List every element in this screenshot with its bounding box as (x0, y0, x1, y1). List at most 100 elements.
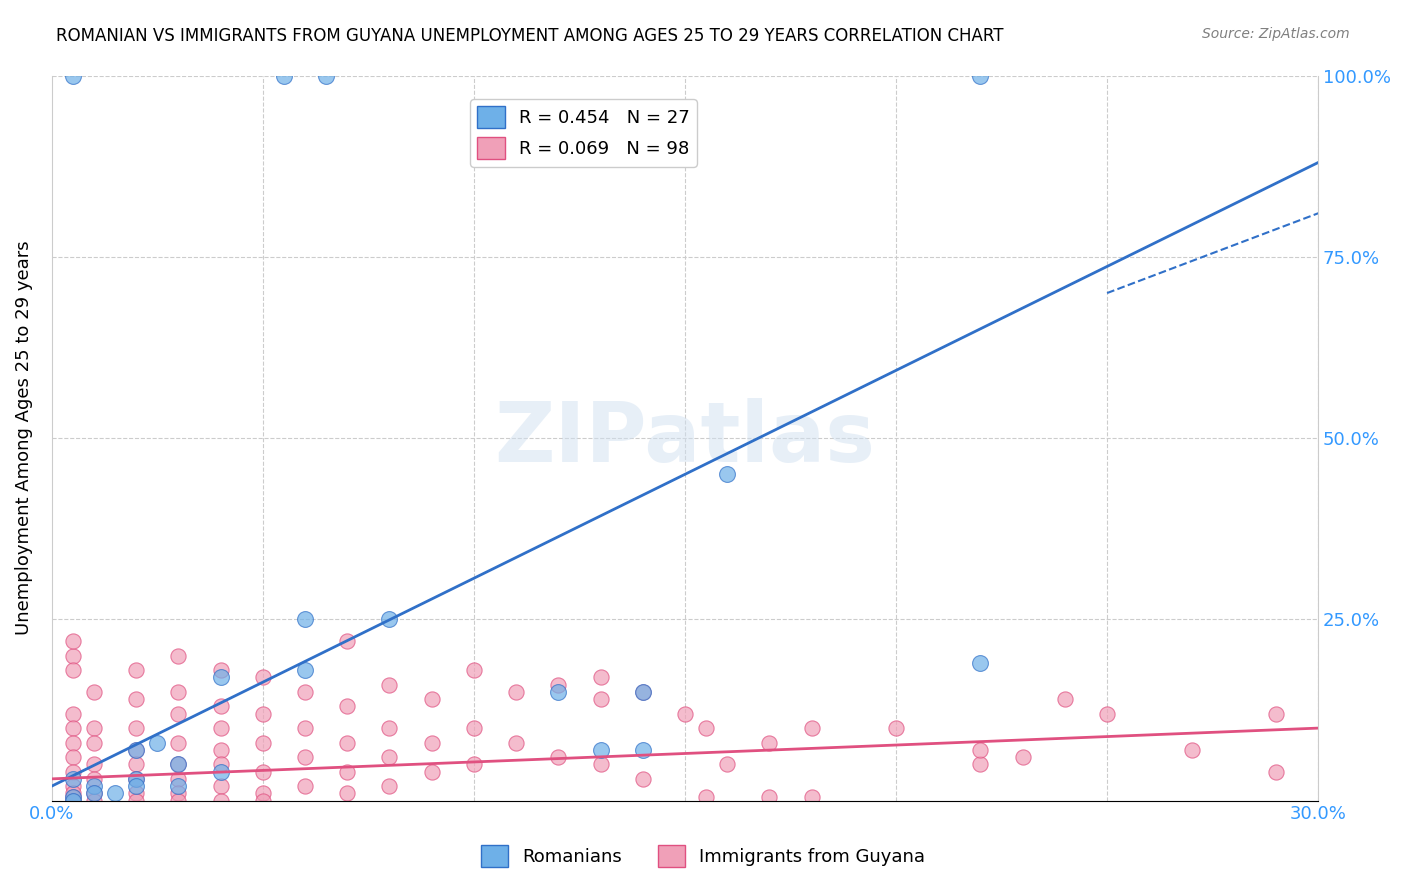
Point (378, 750, 401, 764)
Point (336, 634, 359, 648)
Point (62, 786, 84, 800)
Point (884, 721, 907, 735)
Point (209, 743, 232, 757)
Point (589, 743, 612, 757)
Point (62, 789, 84, 804)
Point (547, 685, 569, 699)
Point (167, 648, 190, 663)
Point (62, 764, 84, 779)
Point (83, 786, 105, 800)
Point (336, 736, 359, 750)
Point (294, 663, 316, 677)
Point (252, 794, 274, 808)
Point (969, 656, 991, 670)
Point (167, 685, 190, 699)
Point (420, 736, 443, 750)
Point (62, 772, 84, 786)
Point (505, 736, 527, 750)
Point (758, 789, 780, 804)
Point (547, 750, 569, 764)
Point (125, 743, 148, 757)
Text: ZIPatlas: ZIPatlas (495, 398, 876, 479)
Point (252, 706, 274, 721)
Point (209, 663, 232, 677)
Point (167, 706, 190, 721)
Point (62, 706, 84, 721)
Point (589, 670, 612, 684)
Point (62, 721, 84, 735)
Point (209, 721, 232, 735)
Point (800, 789, 823, 804)
Point (62, 750, 84, 764)
Point (125, 772, 148, 786)
Point (125, 721, 148, 735)
Point (547, 677, 569, 691)
Point (294, 612, 316, 626)
Point (252, 736, 274, 750)
Point (125, 794, 148, 808)
Point (252, 670, 274, 684)
Point (62, 736, 84, 750)
Point (209, 757, 232, 772)
Point (315, 69, 337, 83)
Text: ROMANIAN VS IMMIGRANTS FROM GUYANA UNEMPLOYMENT AMONG AGES 25 TO 29 YEARS CORREL: ROMANIAN VS IMMIGRANTS FROM GUYANA UNEMP… (56, 27, 1004, 45)
Point (969, 69, 991, 83)
Point (695, 789, 717, 804)
Point (125, 743, 148, 757)
Point (969, 743, 991, 757)
Point (209, 794, 232, 808)
Point (167, 772, 190, 786)
Point (589, 692, 612, 706)
Legend: R = 0.454   N = 27, R = 0.069   N = 98: R = 0.454 N = 27, R = 0.069 N = 98 (470, 99, 697, 167)
Point (83, 685, 105, 699)
Point (716, 757, 738, 772)
Text: Source: ZipAtlas.com: Source: ZipAtlas.com (1202, 27, 1350, 41)
Point (378, 779, 401, 793)
Point (420, 764, 443, 779)
Point (631, 772, 654, 786)
Point (589, 757, 612, 772)
Point (631, 685, 654, 699)
Point (146, 736, 169, 750)
Point (209, 670, 232, 684)
Point (294, 750, 316, 764)
Point (505, 685, 527, 699)
Point (83, 757, 105, 772)
Point (378, 612, 401, 626)
Point (125, 779, 148, 793)
Point (336, 786, 359, 800)
Point (125, 772, 148, 786)
Point (631, 685, 654, 699)
Point (104, 786, 127, 800)
Point (209, 699, 232, 714)
Point (294, 721, 316, 735)
Point (463, 757, 485, 772)
Point (758, 736, 780, 750)
Point (167, 794, 190, 808)
Point (1264, 764, 1286, 779)
Point (378, 721, 401, 735)
Point (62, 634, 84, 648)
Point (125, 692, 148, 706)
Point (62, 794, 84, 808)
Point (125, 757, 148, 772)
Point (294, 779, 316, 793)
Point (1011, 750, 1033, 764)
Point (62, 663, 84, 677)
Point (62, 648, 84, 663)
Point (209, 764, 232, 779)
Point (167, 786, 190, 800)
Point (83, 794, 105, 808)
Legend: Romanians, Immigrants from Guyana: Romanians, Immigrants from Guyana (474, 838, 932, 874)
Point (463, 663, 485, 677)
Point (969, 757, 991, 772)
Point (420, 692, 443, 706)
Point (673, 706, 696, 721)
Point (378, 677, 401, 691)
Point (716, 467, 738, 482)
Point (1264, 706, 1286, 721)
Point (83, 786, 105, 800)
Point (83, 721, 105, 735)
Point (1053, 692, 1076, 706)
Point (631, 743, 654, 757)
